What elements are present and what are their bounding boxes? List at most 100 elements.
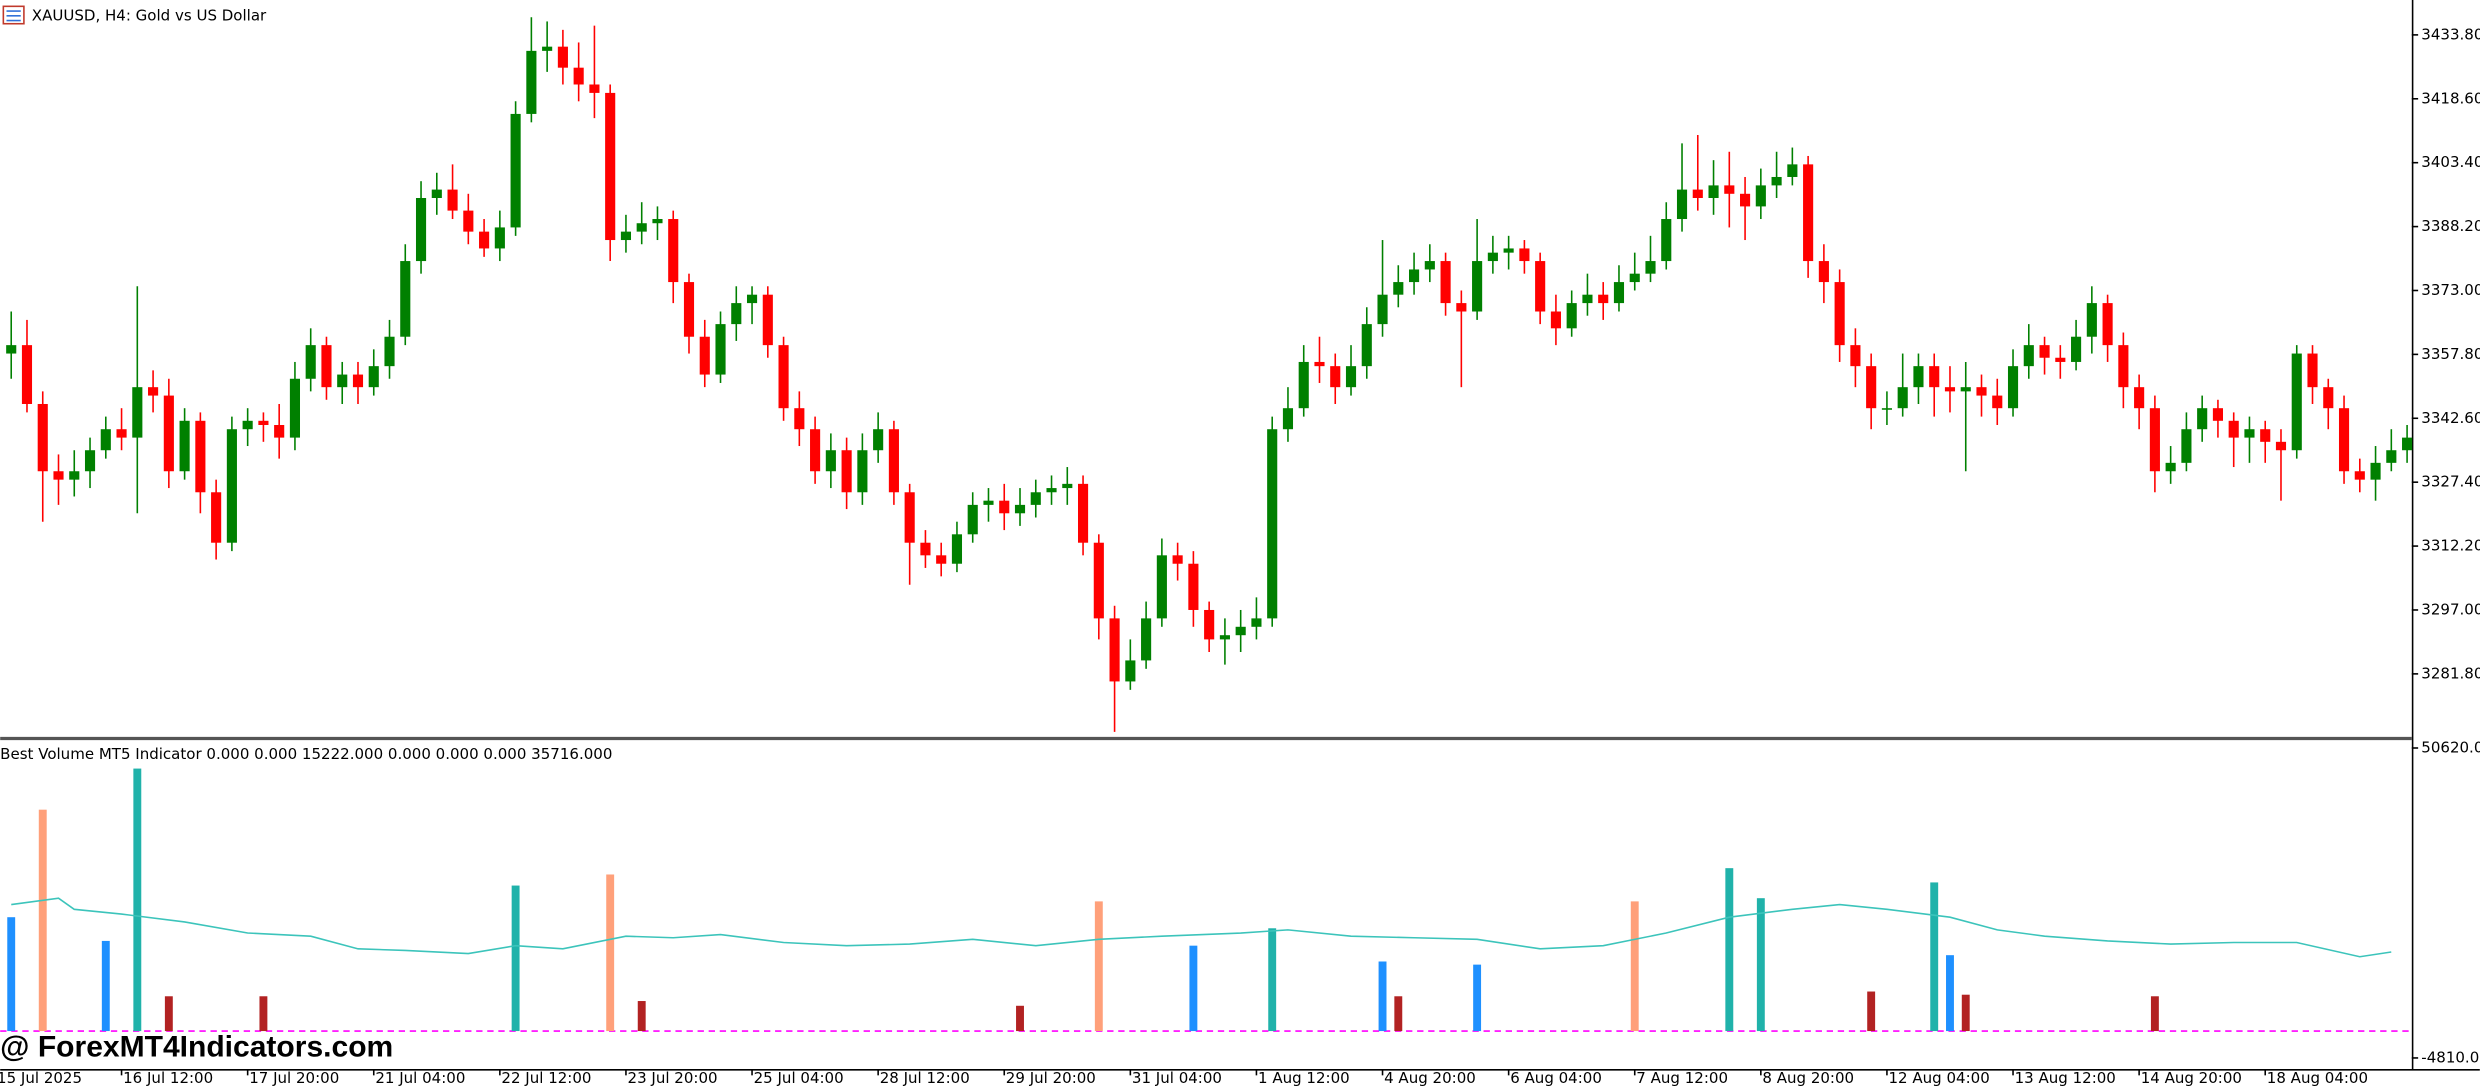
candle-body: [1314, 361, 1325, 367]
candle-body: [1692, 189, 1703, 199]
candle-body: [762, 294, 773, 346]
candle-body: [2275, 441, 2287, 451]
candle-body: [2354, 471, 2365, 480]
candle-body: [1062, 483, 1073, 489]
candle-body: [1361, 324, 1372, 367]
x-tick-label: 15 Jul 2025: [0, 1069, 82, 1087]
candle-body: [1393, 282, 1404, 295]
x-tick-label: 8 Aug 20:00: [1762, 1069, 1854, 1087]
candle-body: [6, 345, 17, 354]
candle-body: [1818, 261, 1829, 283]
candle-body: [258, 420, 269, 426]
candle-body: [1235, 626, 1246, 636]
candle-body: [53, 471, 64, 480]
candle-body: [888, 429, 899, 493]
candle-body: [2338, 408, 2350, 472]
candle-body: [2244, 429, 2255, 438]
candle-body: [289, 378, 301, 438]
x-tick-label: 14 Aug 20:00: [2141, 1069, 2242, 1087]
volume-bar: [164, 996, 173, 1032]
volume-bar: [1378, 961, 1387, 1032]
candle-body: [1093, 542, 1104, 619]
volume-bar: [1930, 882, 1939, 1032]
candle-body: [1172, 555, 1183, 564]
volume-bar: [637, 1001, 646, 1032]
candle-body: [2007, 366, 2019, 409]
candle-body: [1440, 261, 1451, 304]
candle-body: [1109, 618, 1120, 682]
candle-body: [1803, 164, 1814, 262]
candle-body: [352, 374, 364, 388]
candle-body: [1345, 366, 1357, 388]
candle-body: [1267, 429, 1278, 619]
candle-body: [479, 231, 490, 249]
candle-body: [2291, 353, 2302, 451]
candle-body: [510, 113, 521, 228]
candle-body: [1755, 185, 1766, 207]
candle-body: [920, 542, 931, 556]
candle-body: [1645, 261, 1656, 274]
candle-body: [605, 92, 616, 241]
candle-body: [1866, 366, 1877, 409]
candle-body: [1613, 282, 1625, 304]
volume-bar: [1946, 955, 1954, 1032]
candle-body: [2086, 303, 2097, 337]
candle-body: [983, 500, 994, 505]
indicator-title: Best Volume MT5 Indicator 0.000 0.000 15…: [0, 745, 612, 763]
volume-bar: [1867, 991, 1876, 1032]
candle-body: [305, 345, 316, 379]
candle-body: [873, 429, 884, 451]
candle-body: [904, 492, 915, 543]
candle-body: [1550, 311, 1561, 329]
candle-body: [778, 345, 789, 409]
candle-body: [1219, 635, 1230, 640]
candle-body: [2323, 387, 2334, 409]
candle-body: [132, 387, 143, 438]
y-tick-label: 50620.05: [2421, 739, 2480, 757]
volume-bar: [511, 885, 520, 1032]
candle-body: [825, 450, 836, 472]
volume-bar: [1016, 1005, 1024, 1032]
candle-body: [1661, 219, 1672, 262]
x-tick-label: 7 Aug 12:00: [1636, 1069, 1728, 1087]
candle-body: [116, 429, 127, 438]
x-tick-label: 25 Jul 04:00: [754, 1069, 844, 1087]
candle-body: [1298, 361, 1309, 409]
candle-body: [1409, 269, 1420, 283]
candle-body: [384, 336, 395, 367]
candle-body: [668, 219, 679, 283]
candle-body: [1598, 294, 1609, 304]
candle-body: [620, 231, 632, 241]
candle-body: [179, 420, 190, 472]
candle-body: [1030, 492, 1041, 505]
candle-body: [2165, 462, 2176, 472]
candle-body: [967, 504, 978, 535]
candle-body: [999, 500, 1010, 514]
candle-body: [1629, 273, 1640, 283]
y-tick-label: 3388.20: [2421, 217, 2480, 235]
y-tick-label: 3403.40: [2421, 153, 2480, 171]
y-tick-label: 3418.60: [2421, 89, 2480, 107]
candle-body: [542, 46, 553, 51]
candle-body: [2212, 408, 2223, 421]
candle-body: [447, 189, 458, 211]
candle-body: [242, 420, 253, 430]
x-tick-label: 4 Aug 20:00: [1384, 1069, 1476, 1087]
volume-bar: [38, 809, 47, 1032]
volume-bar: [2150, 996, 2159, 1032]
candle-body: [810, 429, 821, 472]
candle-body: [1897, 387, 1908, 409]
candle-body: [652, 219, 663, 224]
volume-bar: [1268, 928, 1277, 1032]
candle-body: [1771, 176, 1782, 186]
watermark: @ ForexMT4Indicators.com: [0, 1030, 393, 1063]
candle-body: [1014, 504, 1026, 514]
candle-body: [1519, 248, 1530, 262]
candle-body: [1724, 185, 1735, 194]
x-tick-label: 28 Jul 12:00: [880, 1069, 970, 1087]
candle-body: [715, 324, 726, 375]
candle-body: [951, 534, 963, 564]
candle-body: [1944, 387, 1956, 392]
y-tick-label: 3357.80: [2421, 345, 2480, 363]
